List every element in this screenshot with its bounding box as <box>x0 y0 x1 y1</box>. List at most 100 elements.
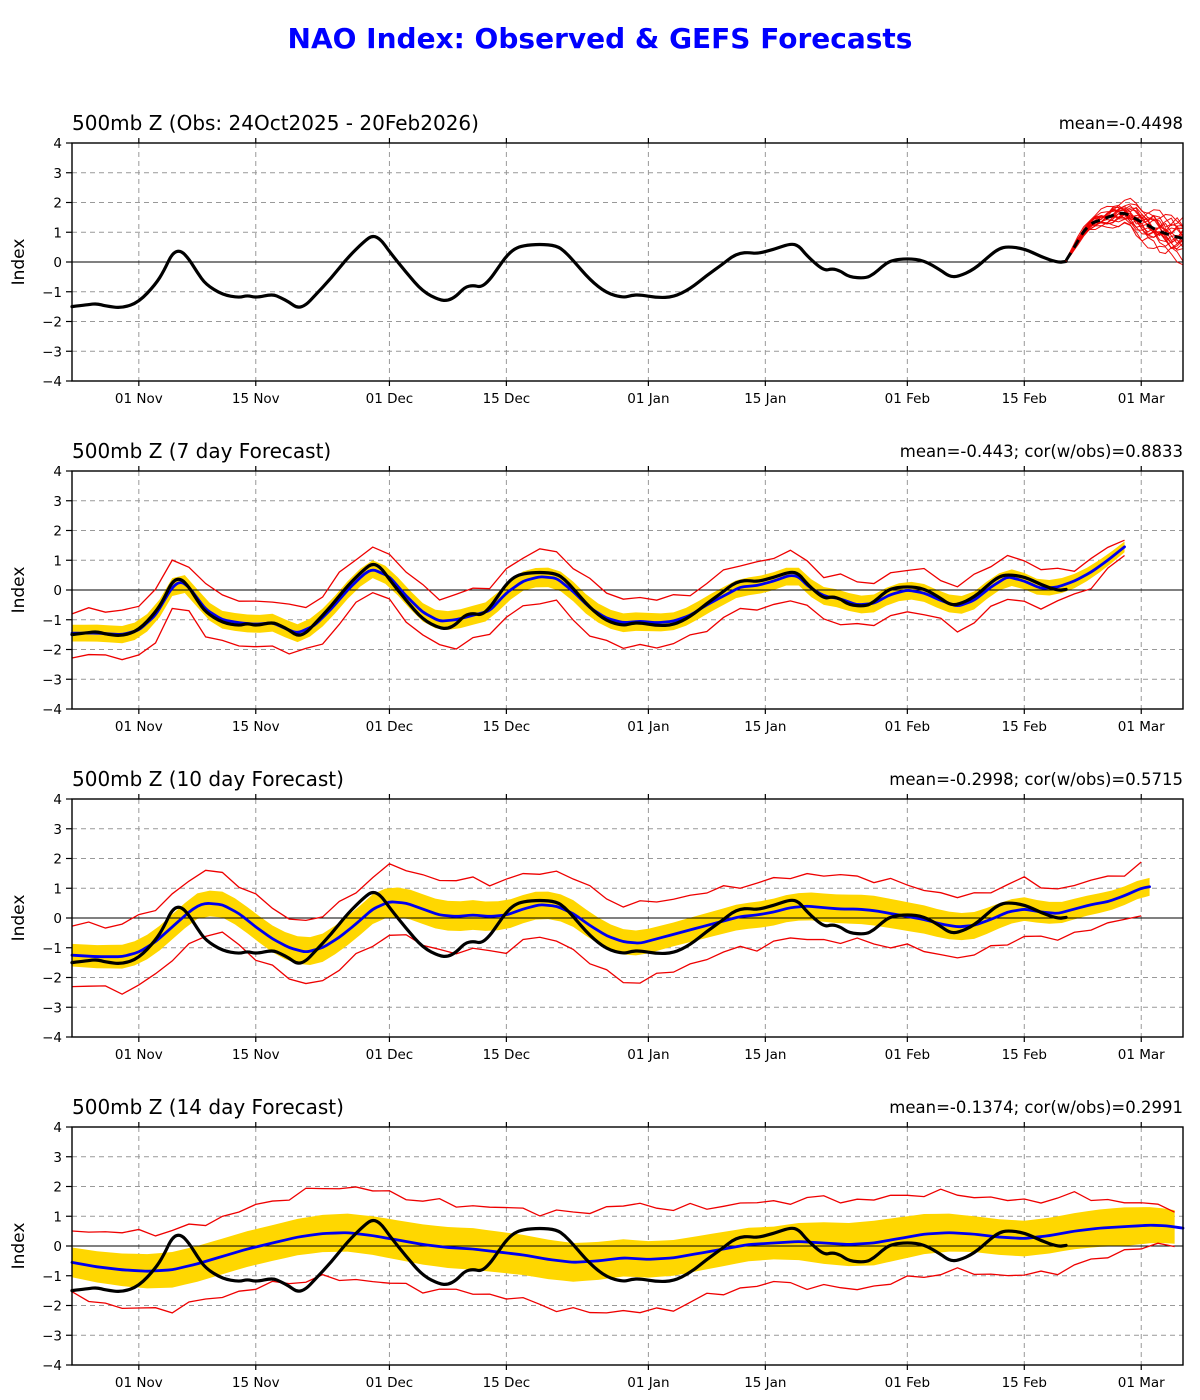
y-tick-label: 3 <box>53 166 62 182</box>
y-tick-label: 4 <box>53 792 62 808</box>
x-tick-label: 15 Dec <box>483 719 531 735</box>
envelope-min-line <box>71 1242 1175 1314</box>
y-tick-label: −1 <box>42 941 62 957</box>
x-tick-label: 15 Nov <box>232 1375 280 1391</box>
y-axis-label: Index <box>9 895 29 942</box>
ensemble-spread-band <box>72 541 1125 644</box>
observed-line <box>70 234 1068 309</box>
y-tick-label: −1 <box>42 285 62 301</box>
y-tick-label: 3 <box>53 1150 62 1166</box>
x-tick-label: 01 Dec <box>366 391 414 407</box>
y-axis-label: Index <box>9 239 29 286</box>
envelope-max-line <box>71 1186 1175 1237</box>
panel-2-stats: mean=-0.443; cor(w/obs)=0.8833 <box>899 442 1183 461</box>
y-tick-label: −1 <box>42 613 62 629</box>
forecast-ensemble-mean-dashed-line <box>1064 211 1184 262</box>
x-tick-label: 01 Mar <box>1118 1375 1165 1391</box>
x-tick-label: 15 Feb <box>1002 391 1047 407</box>
y-tick-label: 4 <box>53 136 62 152</box>
x-tick-label: 15 Dec <box>483 1375 531 1391</box>
y-tick-label: 4 <box>53 1120 62 1136</box>
x-tick-label: 01 Jan <box>627 391 669 407</box>
y-tick-label: −3 <box>42 1000 62 1016</box>
x-tick-label: 15 Feb <box>1002 1375 1047 1391</box>
y-tick-label: −4 <box>42 1030 62 1046</box>
y-tick-label: −4 <box>42 1358 62 1374</box>
y-tick-label: 2 <box>53 524 62 540</box>
ensemble-member-line <box>1065 197 1184 260</box>
panel-2-title: 500mb Z (7 day Forecast) <box>72 439 332 463</box>
observed-line <box>70 562 1068 637</box>
y-tick-label: −3 <box>42 672 62 688</box>
x-tick-label: 01 Mar <box>1118 1047 1165 1063</box>
y-tick-label: −2 <box>42 971 62 987</box>
x-tick-label: 15 Jan <box>744 1047 786 1063</box>
y-tick-label: 0 <box>53 255 62 271</box>
x-tick-label: 15 Dec <box>483 1047 531 1063</box>
x-tick-label: 15 Jan <box>744 391 786 407</box>
envelope-min-line <box>71 915 1142 995</box>
x-tick-label: 01 Jan <box>627 1375 669 1391</box>
y-axis-label: Index <box>9 1223 29 1270</box>
y-tick-label: −1 <box>42 1269 62 1285</box>
y-tick-label: 1 <box>53 553 62 569</box>
envelope-max-line <box>71 539 1125 615</box>
panel-3-stats: mean=-0.2998; cor(w/obs)=0.5715 <box>889 770 1183 789</box>
panel-1-stats: mean=-0.4498 <box>1058 114 1183 133</box>
y-tick-label: 2 <box>53 196 62 212</box>
y-tick-label: 0 <box>53 583 62 599</box>
x-tick-label: 01 Feb <box>885 391 930 407</box>
y-tick-label: −3 <box>42 344 62 360</box>
ensemble-spread-band <box>72 877 1150 969</box>
y-axis-label: Index <box>9 567 29 614</box>
x-tick-label: 01 Nov <box>115 391 163 407</box>
y-tick-label: 2 <box>53 852 62 868</box>
y-tick-label: 4 <box>53 464 62 480</box>
observed-line <box>70 1218 1068 1293</box>
y-tick-label: −2 <box>42 1299 62 1315</box>
forecast-mean-line <box>70 885 1151 959</box>
x-tick-label: 01 Dec <box>366 1375 414 1391</box>
ensemble-spread-band <box>72 1207 1175 1289</box>
x-tick-label: 01 Mar <box>1118 391 1165 407</box>
y-tick-label: −4 <box>42 702 62 718</box>
envelope-min-line <box>71 554 1125 661</box>
y-tick-label: 0 <box>53 911 62 927</box>
x-tick-label: 15 Dec <box>483 391 531 407</box>
x-tick-label: 01 Jan <box>627 1047 669 1063</box>
page-title: NAO Index: Observed & GEFS Forecasts <box>287 22 913 55</box>
x-tick-label: 15 Feb <box>1002 719 1047 735</box>
x-tick-label: 15 Nov <box>232 719 280 735</box>
y-tick-label: 3 <box>53 494 62 510</box>
x-tick-label: 01 Feb <box>885 719 930 735</box>
panel-4-stats: mean=-0.1374; cor(w/obs)=0.2991 <box>889 1098 1183 1117</box>
envelope-max-line <box>71 861 1142 929</box>
y-tick-label: 2 <box>53 1180 62 1196</box>
x-tick-label: 15 Feb <box>1002 1047 1047 1063</box>
x-tick-label: 15 Nov <box>232 391 280 407</box>
y-tick-label: 0 <box>53 1239 62 1255</box>
panel-1-title: 500mb Z (Obs: 24Oct2025 - 20Feb2026) <box>72 111 479 135</box>
panel-4-title: 500mb Z (14 day Forecast) <box>72 1095 344 1119</box>
ensemble-member-line <box>1065 222 1184 266</box>
x-tick-label: 01 Dec <box>366 1047 414 1063</box>
y-tick-label: 1 <box>53 225 62 241</box>
x-tick-label: 01 Nov <box>115 1375 163 1391</box>
x-tick-label: 01 Jan <box>627 719 669 735</box>
y-tick-label: −4 <box>42 374 62 390</box>
y-tick-label: −2 <box>42 315 62 331</box>
x-tick-label: 15 Nov <box>232 1047 280 1063</box>
y-tick-label: −2 <box>42 643 62 659</box>
panel-3-title: 500mb Z (10 day Forecast) <box>72 767 344 791</box>
y-tick-label: 1 <box>53 881 62 897</box>
observed-line <box>70 890 1068 965</box>
x-tick-label: 15 Jan <box>744 1375 786 1391</box>
x-tick-label: 15 Jan <box>744 719 786 735</box>
x-tick-label: 01 Nov <box>115 719 163 735</box>
y-tick-label: 3 <box>53 822 62 838</box>
x-tick-label: 01 Nov <box>115 1047 163 1063</box>
x-tick-label: 01 Dec <box>366 719 414 735</box>
x-tick-label: 01 Mar <box>1118 719 1165 735</box>
y-tick-label: −3 <box>42 1328 62 1344</box>
